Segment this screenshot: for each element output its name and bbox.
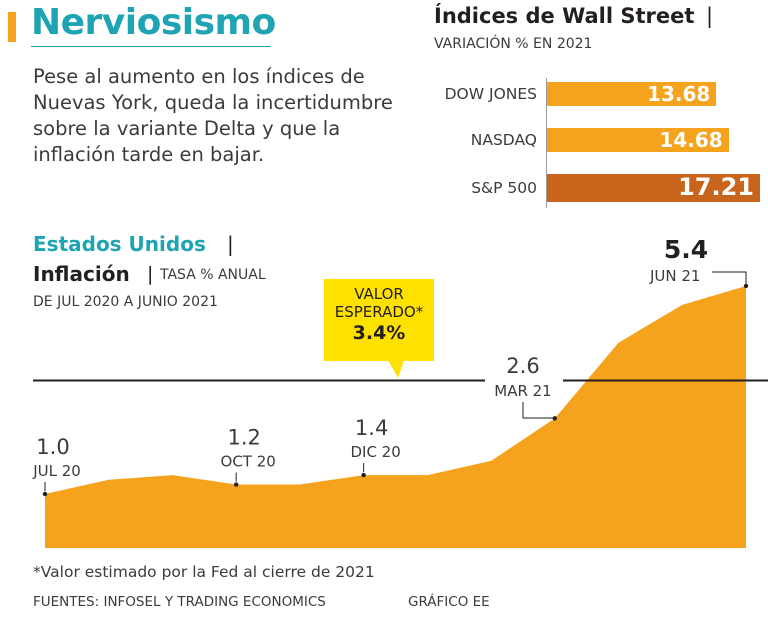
- point-label-oct-20: OCT 20: [221, 453, 276, 471]
- callout-label-line2: ESPERADO*: [334, 303, 424, 321]
- inflation-period: DE JUL 2020 A JUNIO 2021: [33, 294, 218, 310]
- point-value-mar-21: 2.6: [506, 354, 539, 378]
- point-marker-jul-20: [42, 491, 48, 497]
- inflation-title-separator: |: [147, 263, 154, 285]
- bar-label-nasdaq: NASDAQ: [470, 130, 537, 149]
- sources: FUENTES: INFOSEL Y TRADING ECONOMICS: [33, 594, 326, 610]
- inflation-area: [45, 286, 746, 548]
- point-value-dic-20: 1.4: [355, 416, 388, 440]
- bar-value-dow-jones: 13.68: [647, 81, 711, 106]
- graphic-credit: GRÁFICO EE: [408, 594, 490, 610]
- page-title: Nerviosismo: [31, 2, 276, 43]
- leader-line-jun-21: [712, 271, 747, 284]
- point-label-jun-21: JUN 21: [649, 267, 700, 285]
- callout-value: 3.4%: [352, 322, 406, 344]
- point-label-jul-20: JUL 20: [32, 462, 81, 480]
- inflation-title: Inflación: [33, 262, 130, 286]
- point-label-mar-21: MAR 21: [494, 382, 551, 400]
- point-label-dic-20: DIC 20: [350, 443, 400, 461]
- point-value-jun-21: 5.4: [664, 235, 708, 264]
- wallstreet-subtitle: VARIACIÓN % EN 2021: [434, 36, 593, 52]
- bar-chart-baseline: [546, 78, 547, 208]
- wallstreet-title: Índices de Wall Street: [434, 4, 695, 28]
- bar-s-p-500: [547, 174, 760, 202]
- title-marker: [8, 12, 16, 42]
- expected-value-callout: VALOR ESPERADO* 3.4%: [324, 279, 434, 361]
- point-value-jul-20: 1.0: [36, 435, 69, 459]
- wallstreet-title-separator: |: [706, 4, 714, 28]
- inflation-unit: TASA % ANUAL: [160, 267, 266, 283]
- leader-line-mar-21: [522, 402, 555, 419]
- point-marker-jun-21: [743, 283, 749, 289]
- bar-value-s-p-500: 17.21: [678, 173, 754, 202]
- intro-text: Pese al aumento en los índices de Nuevas…: [33, 65, 393, 166]
- country-title-separator: |: [227, 232, 234, 256]
- bar-label-s-p-500: S&P 500: [471, 178, 537, 197]
- point-value-oct-20: 1.2: [227, 426, 260, 450]
- callout-pointer: [388, 360, 404, 378]
- country-title: Estados Unidos: [33, 232, 206, 256]
- bar-nasdaq: [547, 128, 729, 152]
- bar-label-dow-jones: DOW JONES: [444, 84, 537, 103]
- callout-label-line1: VALOR: [354, 285, 404, 303]
- title-divider: [31, 46, 271, 47]
- point-marker-oct-20: [233, 482, 239, 487]
- point-marker-dic-20: [361, 472, 366, 478]
- bar-dow-jones: [547, 82, 717, 106]
- bar-value-nasdaq: 14.68: [659, 127, 723, 152]
- label-backdrop-mar-21: [485, 352, 563, 400]
- footnote: *Valor estimado por la Fed al cierre de …: [33, 563, 375, 581]
